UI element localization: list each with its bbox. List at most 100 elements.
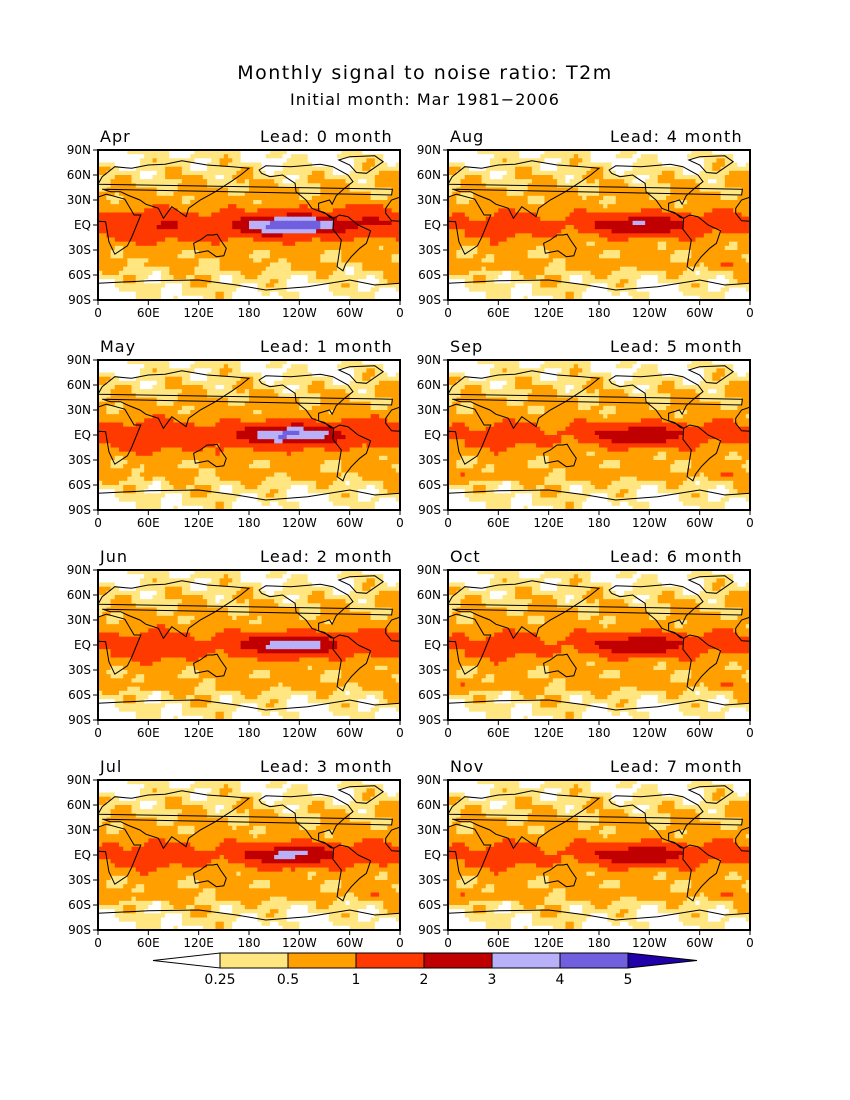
lon-tick-label: 180 (238, 516, 261, 530)
lon-tick-label: 0 (94, 516, 102, 530)
lon-tick-label: 0 (94, 726, 102, 740)
lat-tick-label: 60N (417, 798, 441, 812)
coastlines (448, 365, 750, 510)
lat-tick-label: 30S (418, 243, 441, 257)
shaded-field (98, 780, 400, 930)
lat-tick-label: 60S (68, 898, 91, 912)
lat-tick-label: 90S (68, 503, 91, 517)
coastline-africa (385, 616, 400, 642)
lat-tick-label: EQ (424, 638, 441, 652)
lat-tick-label: 60S (68, 268, 91, 282)
colorbar-swatch (491, 952, 561, 969)
coastline-africa (448, 823, 492, 885)
coastline-greenland (337, 785, 385, 804)
lon-tick-label: 120W (632, 936, 667, 950)
lon-tick-label: 0 (396, 726, 404, 740)
lon-tick-label: 0 (444, 936, 452, 950)
coastline-antarctica (448, 279, 750, 300)
lat-tick-label: 60N (67, 168, 91, 182)
lon-tick-label: 60W (336, 936, 363, 950)
lat-tick-label: 60N (417, 378, 441, 392)
lon-tick-label: 120W (632, 306, 667, 320)
lat-tick-label: 60S (68, 688, 91, 702)
coastline-australia (543, 443, 577, 468)
lon-tick-label: 120E (183, 306, 214, 320)
coastlines (448, 155, 750, 300)
colorbar-swatch (219, 952, 289, 969)
coastline-south-america (682, 634, 722, 692)
shaded-field (98, 360, 400, 510)
lon-tick-label: 180 (588, 726, 611, 740)
lon-tick-label: 60W (336, 306, 363, 320)
coastline-australia (846, 654, 850, 677)
coastline-south-america (31, 845, 69, 901)
lat-tick-label: EQ (74, 848, 91, 862)
lat-tick-label: 60N (67, 798, 91, 812)
lon-tick-label: 120E (533, 936, 564, 950)
lat-tick-label: 90N (67, 143, 91, 157)
colorbar: 0.25 0.5 1 2 3 4 5 (152, 952, 698, 988)
coastline-africa (448, 403, 492, 465)
lon-tick-label: 60E (137, 726, 160, 740)
lat-tick-label: 60S (418, 898, 441, 912)
lon-tick-label: 0 (746, 726, 754, 740)
panel-lead-label: Lead: 2 month (260, 547, 393, 566)
lat-tick-label: 90S (418, 293, 441, 307)
colorbar-label: 2 (420, 972, 429, 988)
lat-tick-label: EQ (424, 848, 441, 862)
colorbar-swatch (355, 952, 425, 969)
lon-tick-label: 0 (444, 516, 452, 530)
coastline-africa (98, 823, 142, 885)
coastline-north-america (258, 793, 354, 849)
coastline-eurasia (749, 393, 750, 395)
shaded-field (98, 150, 400, 300)
shaded-field (448, 360, 750, 510)
coastlines (448, 785, 750, 930)
coastline-africa (735, 196, 750, 222)
lat-tick-label: 90N (67, 773, 91, 787)
lat-tick-label: 30N (417, 193, 441, 207)
coastline-south-america (332, 844, 372, 902)
coastline-south-america (332, 424, 372, 482)
lat-tick-label: 30N (67, 403, 91, 417)
lat-tick-label: EQ (424, 218, 441, 232)
lat-tick-label: 90N (417, 563, 441, 577)
lon-tick-label: 120W (282, 516, 317, 530)
lon-tick-label: 0 (94, 306, 102, 320)
coastline-eurasia (749, 813, 750, 815)
coastline-north-america (608, 793, 704, 849)
lon-tick-label: 180 (238, 936, 261, 950)
coastline-antarctica (448, 489, 750, 510)
lon-tick-label: 0 (746, 936, 754, 950)
lon-tick-label: 60E (487, 306, 510, 320)
lon-tick-label: 180 (238, 306, 261, 320)
coastline-north-america (258, 163, 354, 219)
panel-month-label: Nov (450, 757, 484, 776)
coastline-antarctica (98, 909, 400, 930)
panel-month-label: Aug (450, 127, 484, 146)
lon-tick-label: 0 (396, 306, 404, 320)
colorbar-label: 5 (624, 972, 633, 988)
lat-tick-label: 60S (418, 478, 441, 492)
panel-lead-label: Lead: 3 month (260, 757, 393, 776)
lon-tick-label: 120W (282, 726, 317, 740)
lon-tick-label: 0 (444, 726, 452, 740)
coastline-north-america (0, 164, 51, 218)
lat-tick-label: 60N (67, 378, 91, 392)
lat-tick-label: 30S (418, 453, 441, 467)
panel-month-label: Jul (99, 757, 122, 776)
colorbar-low-arrow (152, 952, 221, 969)
coastline-greenland (337, 365, 385, 384)
coastline-south-america (31, 425, 69, 481)
coastline-africa (98, 403, 142, 465)
colorbar-label: 0.5 (277, 972, 299, 988)
coastline-eurasia (749, 603, 750, 605)
panel-lead-label: Lead: 7 month (610, 757, 743, 776)
figure-title: Monthly signal to noise ratio: T2m (0, 62, 850, 84)
lat-tick-label: 30S (418, 873, 441, 887)
coastline-africa (385, 826, 400, 852)
lat-tick-label: 60N (67, 588, 91, 602)
